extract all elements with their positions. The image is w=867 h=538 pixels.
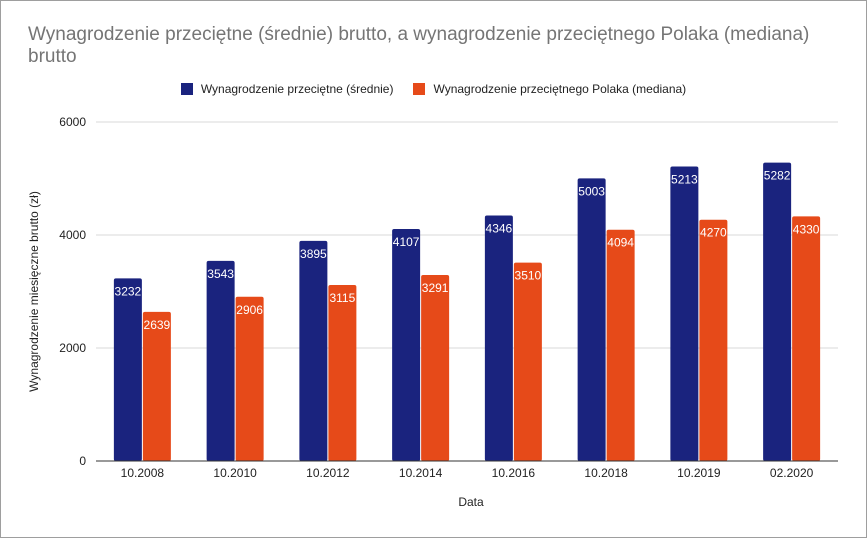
legend-swatch-srednie (180, 83, 193, 95)
data-label-srednie: 3895 (300, 247, 327, 261)
legend-item-mediana[interactable]: Wynagrodzenie przeciętnego Polaka (media… (413, 82, 686, 96)
bar-srednie (670, 166, 699, 461)
y-tick-label: 4000 (59, 228, 86, 242)
x-tick-label: 10.2016 (492, 466, 536, 480)
x-tick-label: 10.2008 (121, 466, 165, 480)
data-label-srednie: 5282 (764, 169, 791, 183)
data-label-mediana: 3291 (422, 281, 449, 295)
legend-item-srednie[interactable]: Wynagrodzenie przeciętne (średnie) (180, 82, 394, 96)
x-tick-label: 10.2010 (213, 466, 257, 480)
data-label-srednie: 5213 (671, 172, 698, 186)
legend-swatch-mediana (413, 83, 426, 95)
data-label-srednie: 3232 (115, 284, 142, 298)
x-tick-label: 10.2019 (677, 466, 721, 480)
bar-mediana (235, 296, 264, 461)
bar-srednie (763, 162, 792, 461)
x-tick-label: 10.2014 (399, 466, 443, 480)
data-label-mediana: 2639 (144, 318, 171, 332)
bar-mediana (606, 229, 635, 461)
bar-srednie (577, 178, 606, 461)
chart-legend: Wynagrodzenie przeciętne (średnie) Wynag… (0, 82, 867, 96)
x-axis-title: Data (458, 495, 484, 509)
data-label-mediana: 3115 (329, 291, 355, 305)
bar-srednie (299, 240, 328, 461)
data-label-srednie: 4107 (393, 235, 420, 249)
data-label-mediana: 4270 (700, 226, 727, 240)
y-axis-title: Wynagrodzenie miesięczne brutto (zł) (27, 191, 41, 392)
data-label-srednie: 3543 (207, 267, 234, 281)
legend-label-mediana: Wynagrodzenie przeciętnego Polaka (media… (433, 82, 687, 96)
bar-mediana (421, 275, 450, 461)
data-label-mediana: 4330 (793, 222, 820, 236)
y-tick-label: 6000 (59, 115, 86, 129)
bar-srednie (484, 215, 513, 461)
data-label-srednie: 5003 (578, 184, 605, 198)
data-label-mediana: 2906 (236, 303, 263, 317)
y-tick-label: 2000 (59, 341, 86, 355)
bar-srednie (113, 278, 142, 461)
legend-label-srednie: Wynagrodzenie przeciętne (średnie) (200, 82, 394, 96)
bar-mediana (328, 285, 357, 461)
bar-mediana (699, 219, 728, 461)
chart-title: Wynagrodzenie przeciętne (średnie) brutt… (28, 24, 810, 67)
data-label-srednie: 4346 (486, 221, 513, 235)
data-label-mediana: 3510 (515, 269, 542, 283)
bar-mediana (513, 262, 542, 461)
bar-srednie (392, 228, 421, 461)
data-label-mediana: 4094 (607, 236, 634, 250)
x-tick-label: 02.2020 (770, 466, 814, 480)
bar-srednie (206, 260, 235, 461)
x-tick-label: 10.2018 (584, 466, 628, 480)
bar-mediana (792, 216, 821, 461)
y-tick-label: 0 (79, 454, 86, 468)
x-tick-label: 10.2012 (306, 466, 350, 480)
bar-mediana (142, 311, 171, 461)
